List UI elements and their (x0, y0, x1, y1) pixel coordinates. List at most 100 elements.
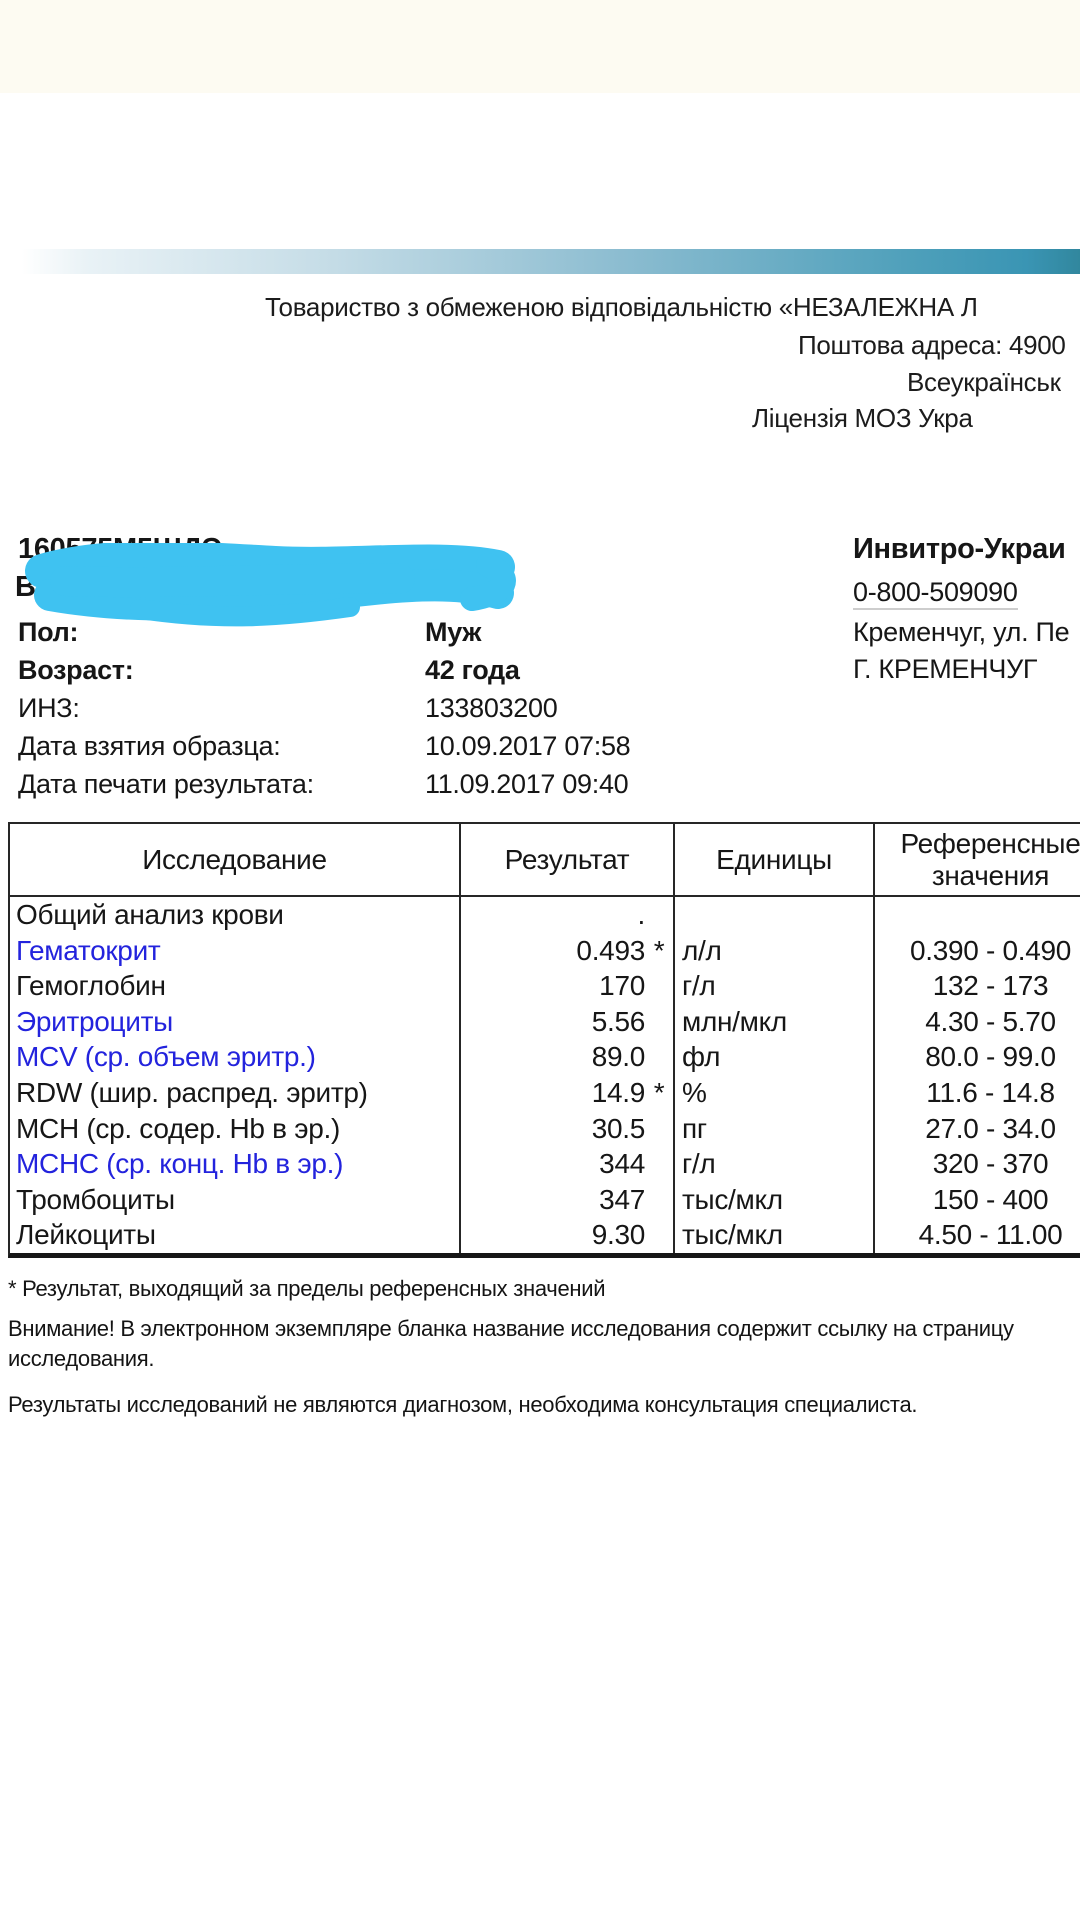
table-row: Общий анализ крови . (10, 897, 1080, 933)
patient-info-value: Муж (425, 617, 482, 647)
result-value: 9.30 (591, 1219, 646, 1251)
test-result: 89.0 (459, 1039, 673, 1075)
out-of-range-flag (645, 968, 673, 1004)
patient-info-label: ИНЗ: (18, 693, 80, 723)
reference-range: 4.30 - 5.70 (873, 1003, 1080, 1040)
out-of-range-flag (645, 1182, 673, 1218)
reference-range (873, 897, 1080, 933)
reference-range: 80.0 - 99.0 (873, 1039, 1080, 1075)
test-name: MCH (ср. содер. Hb в эр.) (16, 1112, 341, 1144)
reference-range: 11.6 - 14.8 (873, 1074, 1080, 1111)
out-of-range-flag (645, 1004, 673, 1040)
result-value: 14.9 (591, 1076, 646, 1108)
out-of-range-flag (645, 1039, 673, 1075)
result-value: 170 (599, 970, 645, 1002)
test-units: фл (673, 1039, 873, 1075)
result-value: 0.493 (576, 934, 645, 966)
table-row: Эритроциты 5.56 млн/мкл 4.30 - 5.70 (10, 1003, 1080, 1040)
test-name: Тромбоциты (16, 1183, 175, 1215)
patient-info-label: Дата печати результата: (18, 769, 314, 799)
table-row: Тромбоциты 347 тыс/мкл 150 - 400 (10, 1181, 1080, 1218)
clinic-name: Инвитро-Украи (853, 533, 1066, 565)
results-table: Исследование Результат Единицы Референсн… (8, 822, 1080, 1258)
clinic-phone-line: 0-800-509090 (853, 577, 1018, 610)
clinic-phone-link[interactable]: 0-800-509090 (853, 577, 1018, 610)
footnote-disclaimer: Результаты исследований не являются диаг… (8, 1392, 918, 1417)
footnote-attention: Внимание! В электронном экземпляре бланк… (8, 1316, 1014, 1371)
test-name[interactable]: Гематокрит (16, 934, 161, 966)
patient-info-value: 133803200 (425, 693, 558, 723)
letterhead-line3: Всеукраїнськ (907, 367, 1061, 397)
table-row: Гемоглобин 170 г/л 132 - 173 (10, 968, 1080, 1004)
test-result: . (459, 897, 673, 933)
patient-info-value: 11.09.2017 09:40 (425, 769, 629, 799)
test-result: 30.5 (459, 1110, 673, 1147)
test-result: 347 (459, 1181, 673, 1218)
test-units: г/л (673, 1146, 873, 1182)
patient-info-label: Возраст: (18, 655, 134, 685)
patient-info-label: Дата взятия образца: (18, 731, 281, 761)
clinic-address: Кременчуг, ул. Пе (853, 617, 1070, 647)
test-name[interactable]: MCHC (ср. конц. Hb в эр.) (16, 1148, 344, 1180)
letterhead-license: Ліцензія МОЗ Укра (752, 403, 973, 433)
test-units: л/л (673, 932, 873, 969)
clinic-city: Г. КРЕМЕНЧУГ (853, 654, 1038, 684)
letterhead-postal-address: Поштова адреса: 4900 (798, 330, 1066, 360)
reference-range: 0.390 - 0.490 (873, 932, 1080, 969)
test-name: Гемоглобин (16, 970, 166, 1002)
reference-range: 320 - 370 (873, 1146, 1080, 1182)
test-result: 170 (459, 968, 673, 1004)
column-header-test: Исследование (10, 824, 459, 897)
reference-range: 4.50 - 11.00 (873, 1217, 1080, 1253)
result-value: 5.56 (591, 1005, 646, 1037)
test-units: пг (673, 1110, 873, 1147)
letterhead-gradient-bar (0, 249, 1080, 274)
table-row: MCHC (ср. конц. Hb в эр.) 344 г/л 320 - … (10, 1146, 1080, 1182)
table-row: MCV (ср. объем эритр.) 89.0 фл 80.0 - 99… (10, 1039, 1080, 1075)
redaction-scribble (25, 543, 516, 627)
out-of-range-flag: * (653, 934, 665, 966)
column-header-result: Результат (459, 824, 673, 897)
results-table-body: Общий анализ крови . Гематокрит 0.493 * л… (10, 897, 1080, 1253)
test-units: % (673, 1074, 873, 1111)
test-units: г/л (673, 968, 873, 1004)
test-units: млн/мкл (673, 1003, 873, 1040)
test-name: Лейкоциты (16, 1219, 156, 1251)
reference-range: 132 - 173 (873, 968, 1080, 1004)
test-name[interactable]: Эритроциты (16, 1005, 173, 1037)
out-of-range-flag (645, 1146, 673, 1182)
column-header-reference: Референсные значения (873, 824, 1080, 897)
test-result: 9.30 (459, 1217, 673, 1253)
test-name: Общий анализ крови (16, 899, 284, 930)
test-units (673, 897, 873, 933)
test-name[interactable]: MCV (ср. объем эритр.) (16, 1041, 316, 1073)
test-result: 344 (459, 1146, 673, 1182)
result-value: 30.5 (591, 1112, 646, 1144)
letterhead-company-name: Товариство з обмеженою відповідальністю … (265, 292, 978, 322)
test-name: RDW (шир. распред. эритр) (16, 1076, 368, 1108)
reference-range: 150 - 400 (873, 1181, 1080, 1218)
result-value: . (637, 899, 646, 930)
table-row: RDW (шир. распред. эритр) 14.9 * % 11.6 -… (10, 1074, 1080, 1111)
table-row: Лейкоциты 9.30 тыс/мкл 4.50 - 11.00 (10, 1217, 1080, 1253)
out-of-range-flag (645, 897, 673, 933)
patient-info-value: 42 года (425, 655, 520, 685)
out-of-range-flag: * (653, 1076, 665, 1108)
patient-info-label: Пол: (18, 617, 79, 647)
column-header-units: Единицы (673, 824, 873, 897)
result-value: 344 (599, 1148, 645, 1180)
test-units: тыс/мкл (673, 1181, 873, 1218)
reference-range: 27.0 - 34.0 (873, 1110, 1080, 1147)
out-of-range-flag (645, 1217, 673, 1253)
result-value: 347 (599, 1183, 645, 1215)
test-result: 14.9 * (459, 1074, 673, 1111)
test-units: тыс/мкл (673, 1217, 873, 1253)
patient-info-value: 10.09.2017 07:58 (425, 731, 631, 761)
page-top-band (0, 0, 1080, 93)
test-result: 0.493 * (459, 932, 673, 969)
table-row: MCH (ср. содер. Hb в эр.) 30.5 пг 27.0 -… (10, 1110, 1080, 1147)
out-of-range-flag (645, 1111, 673, 1147)
table-row: Гематокрит 0.493 * л/л 0.390 - 0.490 (10, 932, 1080, 969)
test-result: 5.56 (459, 1003, 673, 1040)
